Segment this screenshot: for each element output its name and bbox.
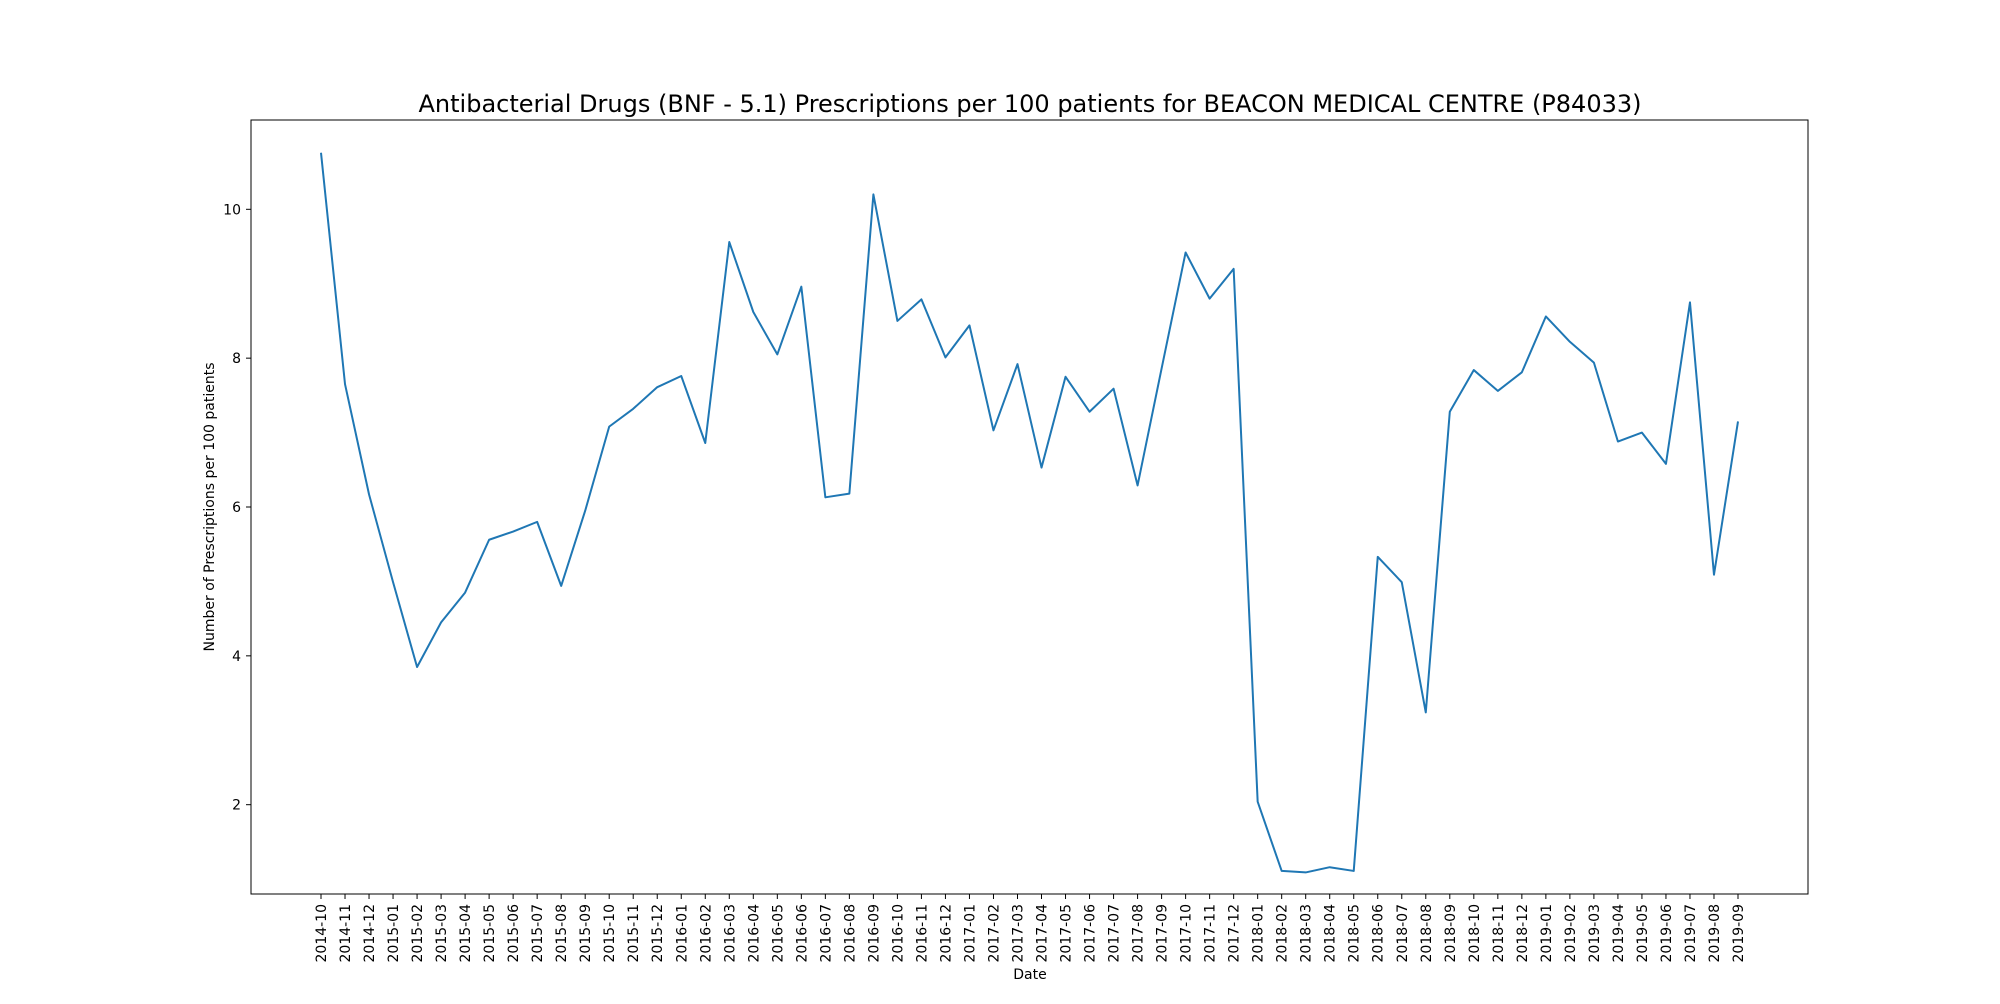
x-tick-label: 2017-04	[1035, 904, 1051, 963]
x-tick-label: 2016-02	[698, 904, 714, 963]
x-tick-label: 2017-12	[1227, 904, 1243, 963]
x-tick-label: 2018-10	[1467, 904, 1483, 963]
x-tick-label: 2018-02	[1275, 904, 1291, 963]
x-tick-label: 2019-04	[1611, 904, 1627, 963]
series-line	[320, 152, 1739, 874]
x-tick-label: 2019-02	[1563, 904, 1579, 963]
x-tick-label: 2019-07	[1683, 904, 1699, 963]
x-tick-label: 2019-08	[1707, 904, 1723, 963]
y-tick-label: 6	[232, 500, 241, 516]
x-tick-label: 2019-03	[1587, 904, 1603, 963]
x-tick-label: 2016-03	[722, 904, 738, 963]
x-tick-label: 2015-05	[482, 904, 498, 963]
x-tick-label: 2016-08	[842, 904, 858, 963]
x-tick-label: 2015-01	[386, 904, 402, 963]
x-tick-label: 2015-06	[506, 904, 522, 963]
x-tick-label: 2018-05	[1347, 904, 1363, 963]
x-tick-label: 2014-12	[362, 904, 378, 963]
x-tick-label: 2018-04	[1323, 904, 1339, 963]
x-tick-label: 2019-06	[1659, 904, 1675, 963]
x-tick-label: 2014-10	[314, 904, 330, 963]
x-tick-label: 2017-01	[962, 904, 978, 963]
y-tick-label: 4	[232, 649, 241, 665]
x-tick-label: 2015-11	[626, 904, 642, 963]
x-tick-label: 2017-06	[1083, 904, 1099, 963]
y-axis: 2 4 6 8 10	[223, 202, 251, 814]
x-tick-label: 2019-01	[1539, 904, 1555, 963]
x-tick-label: 2018-07	[1395, 904, 1411, 963]
x-tick-label: 2015-02	[410, 904, 426, 963]
x-tick-label: 2014-11	[338, 904, 354, 963]
x-tick-label: 2017-07	[1107, 904, 1123, 963]
x-tick-label: 2019-05	[1635, 904, 1651, 963]
x-tick-label: 2015-09	[578, 904, 594, 963]
x-tick-label: 2018-11	[1491, 904, 1507, 963]
x-tick-label: 2016-01	[674, 904, 690, 963]
x-axis-label: Date	[1013, 967, 1046, 983]
x-tick-label: 2016-12	[938, 904, 954, 963]
x-tick-label: 2015-07	[530, 904, 546, 963]
x-tick-label: 2018-09	[1443, 904, 1459, 963]
x-tick-label: 2018-06	[1371, 904, 1387, 963]
x-tick-label: 2017-11	[1203, 904, 1219, 963]
y-axis-label: Number of Prescriptions per 100 patients	[202, 363, 218, 652]
x-tick-label: 2015-04	[458, 904, 474, 963]
x-tick-label: 2016-11	[914, 904, 930, 963]
x-tick-label: 2018-08	[1419, 904, 1435, 963]
x-tick-label: 2018-12	[1515, 904, 1531, 963]
chart-title: Antibacterial Drugs (BNF - 5.1) Prescrip…	[419, 90, 1642, 118]
y-tick-label: 8	[232, 351, 241, 367]
x-tick-label: 2015-10	[602, 904, 618, 963]
x-tick-label: 2016-10	[890, 904, 906, 963]
x-tick-label: 2017-09	[1155, 904, 1171, 963]
x-tick-label: 2018-03	[1299, 904, 1315, 963]
x-tick-label: 2019-09	[1731, 904, 1747, 963]
x-tick-label: 2017-03	[1010, 904, 1026, 963]
x-tick-label: 2017-02	[986, 904, 1002, 963]
x-axis: 2014-10 2014-11 2014-12 2015-01 2015-02 2015-…	[314, 894, 1747, 963]
x-tick-label: 2018-01	[1251, 904, 1267, 963]
y-tick-label: 2	[232, 798, 241, 814]
x-tick-label: 2017-08	[1131, 904, 1147, 963]
x-tick-label: 2016-09	[866, 904, 882, 963]
x-tick-label: 2016-04	[746, 904, 762, 963]
x-tick-label: 2015-12	[650, 904, 666, 963]
x-tick-label: 2015-03	[434, 904, 450, 963]
x-tick-label: 2016-06	[794, 904, 810, 963]
x-tick-label: 2017-10	[1179, 904, 1195, 963]
x-tick-label: 2016-07	[818, 904, 834, 963]
x-tick-label: 2016-05	[770, 904, 786, 963]
x-tick-label: 2017-05	[1059, 904, 1075, 963]
y-tick-label: 10	[223, 202, 241, 218]
x-tick-label: 2015-08	[554, 904, 570, 963]
